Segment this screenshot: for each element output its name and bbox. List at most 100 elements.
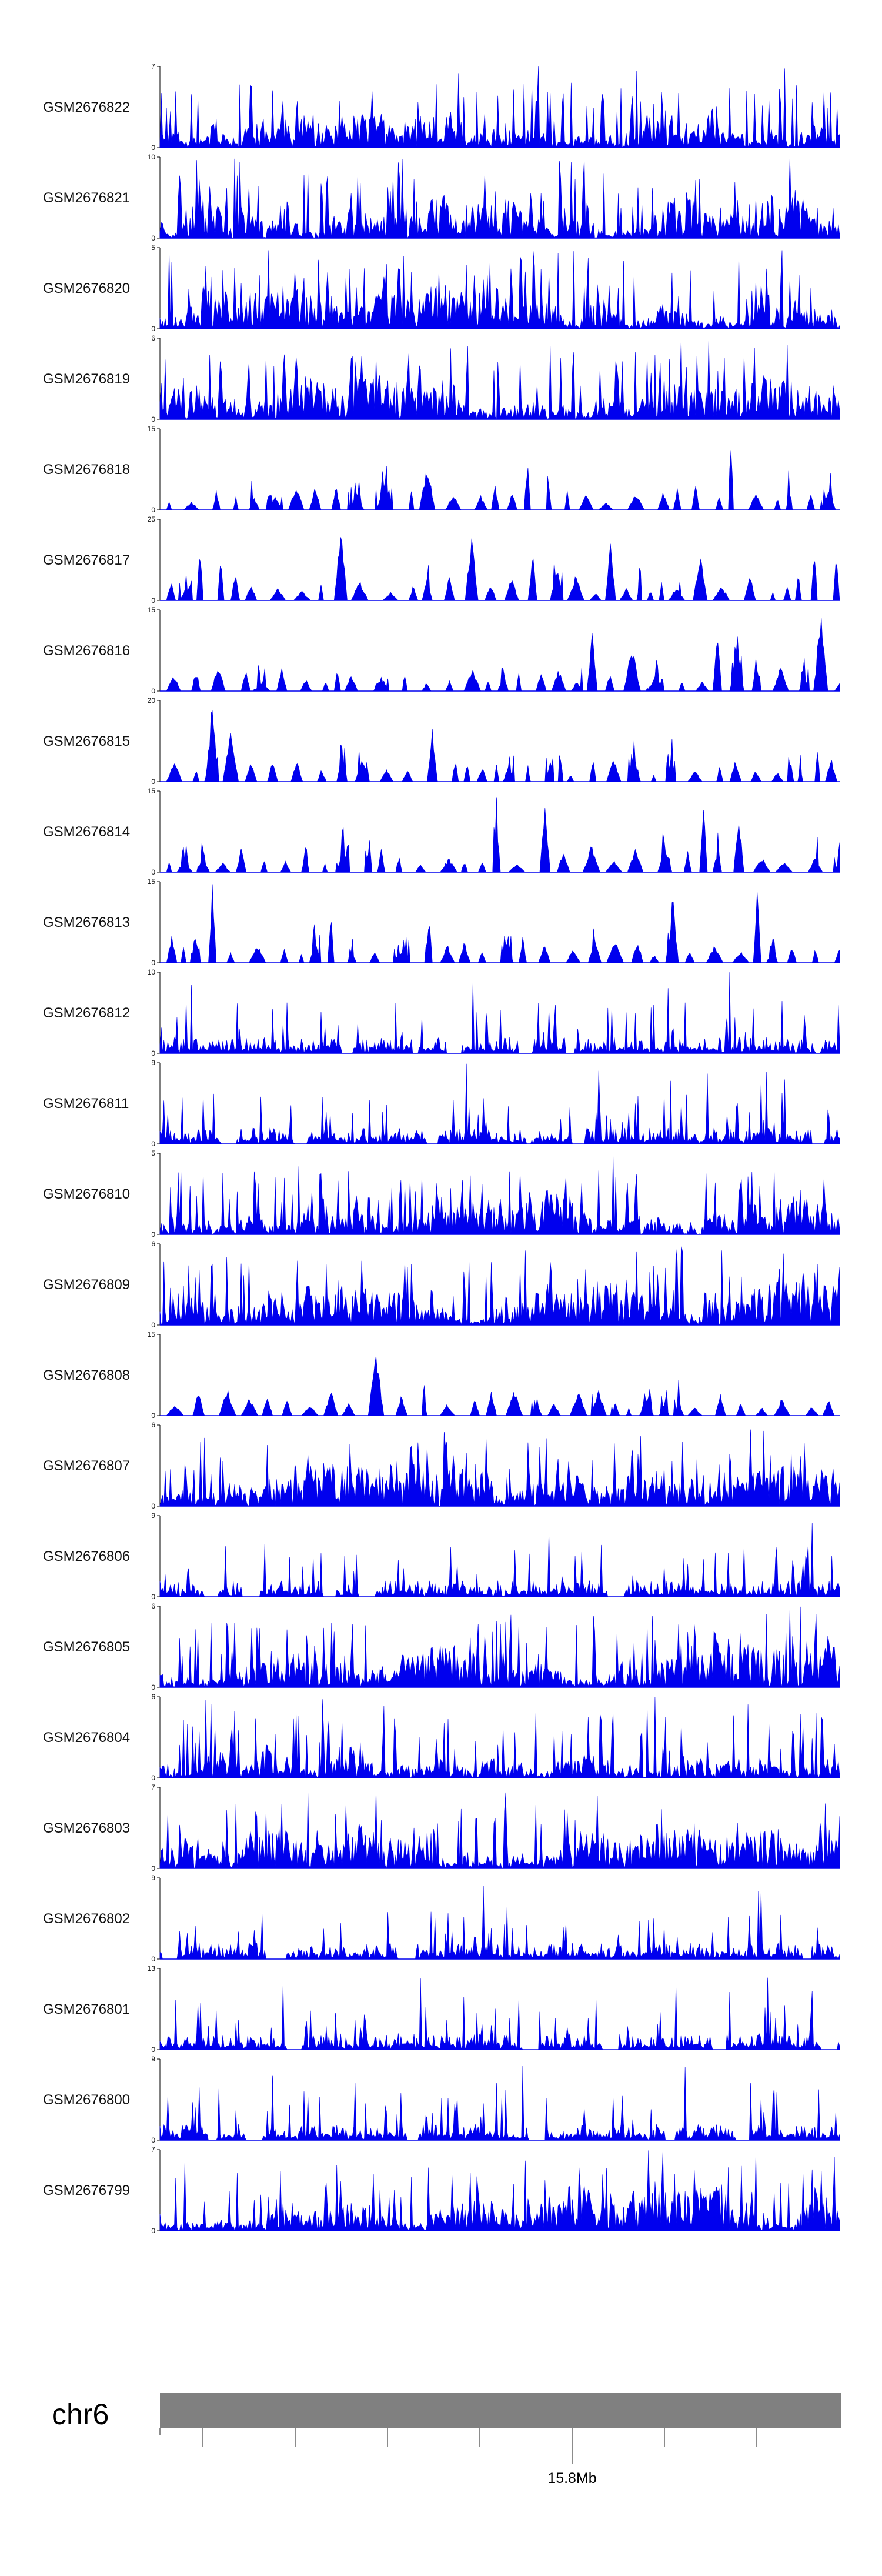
signal-area [159, 1606, 840, 1688]
track-label: GSM2676805 [43, 1639, 130, 1655]
y-min-tick-label: 0 [151, 1502, 155, 1510]
track-GSM2676813: GSM2676813 15 0 [43, 877, 840, 967]
signal-area [159, 1246, 840, 1326]
track-GSM2676821: GSM2676821 10 0 [43, 153, 840, 242]
track-label: GSM2676803 [43, 1820, 130, 1836]
y-min-tick-label: 0 [151, 1864, 155, 1873]
y-max-tick-label: 6 [151, 1693, 155, 1701]
signal-area [159, 1063, 840, 1144]
y-min-tick-label: 0 [151, 1230, 155, 1239]
y-max-tick-label: 9 [151, 1511, 155, 1520]
track-GSM2676817: GSM2676817 25 0 [43, 515, 840, 605]
track-GSM2676819: GSM2676819 6 0 [43, 334, 840, 423]
y-max-tick-label: 10 [148, 968, 156, 976]
track-label: GSM2676816 [43, 643, 130, 659]
track-GSM2676801: GSM2676801 13 0 [43, 1964, 840, 2054]
y-min-tick-label: 0 [151, 1774, 155, 1782]
track-label: GSM2676808 [43, 1367, 130, 1383]
track-label: GSM2676817 [43, 552, 130, 568]
track-label: GSM2676802 [43, 1911, 130, 1927]
signal-area [159, 250, 840, 329]
track-label: GSM2676821 [43, 190, 130, 206]
track-label: GSM2676807 [43, 1458, 130, 1474]
signal-area [159, 338, 840, 420]
signal-area [159, 157, 840, 239]
y-min-tick-label: 0 [151, 415, 155, 423]
track-label: GSM2676818 [43, 462, 130, 478]
y-min-tick-label: 0 [151, 1140, 155, 1148]
signal-area [159, 2066, 840, 2141]
track-GSM2676820: GSM2676820 5 0 [43, 243, 840, 333]
track-GSM2676805: GSM2676805 6 0 [43, 1602, 840, 1691]
y-max-tick-label: 9 [151, 1059, 155, 1067]
y-max-tick-label: 25 [148, 515, 156, 523]
track-GSM2676822: GSM2676822 7 0 [43, 62, 840, 152]
chromosome-ideogram: chr6 15.8Mb [52, 2393, 841, 2487]
y-min-tick-label: 0 [151, 234, 155, 242]
signal-area [159, 1154, 840, 1235]
track-label: GSM2676820 [43, 281, 130, 296]
track-GSM2676808: GSM2676808 15 0 [43, 1330, 840, 1420]
track-label: GSM2676809 [43, 1277, 130, 1293]
signal-area [160, 618, 840, 692]
signal-area [159, 1977, 840, 2050]
track-label: GSM2676814 [43, 824, 130, 840]
y-min-tick-label: 0 [151, 2136, 155, 2144]
y-max-tick-label: 5 [151, 243, 155, 252]
y-min-tick-label: 0 [151, 1049, 155, 1057]
track-GSM2676809: GSM2676809 6 0 [43, 1240, 840, 1329]
y-max-tick-label: 20 [148, 696, 156, 705]
signal-area [159, 66, 840, 148]
signal-area [159, 2150, 840, 2231]
y-max-tick-label: 15 [148, 877, 156, 886]
y-min-tick-label: 0 [151, 2046, 155, 2054]
signal-area [160, 710, 840, 782]
y-max-tick-label: 7 [151, 2145, 155, 2154]
y-min-tick-label: 0 [151, 778, 155, 786]
y-min-tick-label: 0 [151, 1412, 155, 1420]
track-label: GSM2676811 [43, 1096, 129, 1112]
y-min-tick-label: 0 [151, 1321, 155, 1329]
y-max-tick-label: 6 [151, 334, 155, 342]
signal-area [160, 1356, 840, 1416]
y-max-tick-label: 15 [148, 787, 156, 795]
track-label: GSM2676815 [43, 733, 130, 749]
track-GSM2676811: GSM2676811 9 0 [43, 1059, 840, 1148]
track-label: GSM2676812 [43, 1005, 130, 1021]
signal-area [160, 537, 840, 601]
track-label: GSM2676813 [43, 915, 130, 930]
y-min-tick-label: 0 [151, 2227, 155, 2235]
y-min-tick-label: 0 [151, 506, 155, 514]
y-max-tick-label: 15 [148, 606, 156, 614]
track-label: GSM2676804 [43, 1730, 130, 1746]
track-label: GSM2676806 [43, 1549, 130, 1564]
y-max-tick-label: 13 [148, 1964, 156, 1973]
track-GSM2676802: GSM2676802 9 0 [43, 1874, 840, 1963]
y-min-tick-label: 0 [151, 868, 155, 876]
y-min-tick-label: 0 [151, 687, 155, 695]
track-GSM2676812: GSM2676812 10 0 [43, 968, 840, 1057]
y-max-tick-label: 6 [151, 1602, 155, 1610]
track-GSM2676800: GSM2676800 9 0 [43, 2055, 840, 2144]
track-GSM2676814: GSM2676814 15 0 [43, 787, 840, 876]
y-max-tick-label: 9 [151, 2055, 155, 2063]
track-GSM2676818: GSM2676818 15 0 [43, 425, 840, 514]
track-label: GSM2676819 [43, 371, 130, 387]
track-GSM2676806: GSM2676806 9 0 [43, 1511, 840, 1601]
chromosome-label: chr6 [52, 2398, 109, 2431]
y-max-tick-label: 6 [151, 1240, 155, 1248]
y-min-tick-label: 0 [151, 1955, 155, 1963]
track-label: GSM2676822 [43, 99, 130, 115]
signal-area [160, 797, 840, 873]
y-min-tick-label: 0 [151, 1593, 155, 1601]
track-GSM2676799: GSM2676799 7 0 [43, 2145, 840, 2235]
chromosome-ticks: 15.8Mb [159, 2428, 757, 2487]
signal-area [159, 1429, 840, 1507]
signal-area [159, 1697, 840, 1778]
y-max-tick-label: 10 [148, 153, 156, 161]
track-GSM2676803: GSM2676803 7 0 [43, 1783, 840, 1873]
y-min-tick-label: 0 [151, 1683, 155, 1691]
y-min-tick-label: 0 [151, 325, 155, 333]
y-max-tick-label: 7 [151, 62, 155, 71]
